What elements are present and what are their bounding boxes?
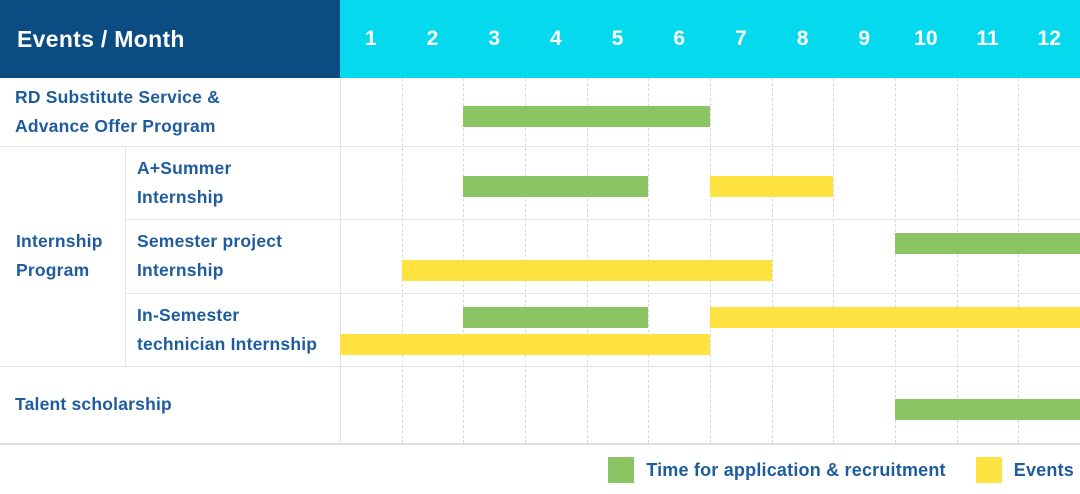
month-label-2: 2 [426,27,439,50]
gantt-bar-time-for-application [895,398,1080,420]
month-label-4: 4 [550,27,562,50]
row-divider [125,293,1080,294]
gantt-bar-time-for-application [895,232,1080,254]
gantt-bar-events [340,333,710,355]
legend-label-events: Events [1013,459,1074,480]
row-label-semester-project-internship: Semester project Internship [137,219,332,293]
row-divider [125,219,1080,220]
row-divider [0,146,1080,147]
group-label-internship-program: Internship Program [16,146,116,366]
row-label-talent-scholarship: Talent scholarship [15,366,330,443]
row-label-line: In-Semester [137,304,240,325]
month-label-1: 1 [364,27,377,50]
row-label-line: Talent scholarship [15,394,172,414]
row-label-rd-substitute-service: RD Substitute Service & Advance Offer Pro… [15,78,330,146]
gantt-bar-events [710,306,1080,328]
legend-item-time-for-application: Time for application & recruitment [608,457,946,483]
row-label-line: Internship [137,260,224,280]
month-gridline [956,78,958,443]
row-label-line: technician Internship [137,333,318,354]
legend-swatch-events [975,457,1002,483]
table-header-title: Events / Month [17,25,185,52]
month-gridline [895,78,896,443]
month-gridline [771,78,773,443]
gantt-bar-events [710,176,834,198]
month-label-5: 5 [611,27,624,50]
month-gridline [1018,78,1020,443]
gantt-bar-time-for-application [463,105,710,127]
row-divider [0,366,1080,367]
month-label-8: 8 [796,27,809,50]
label-column-divider [340,78,341,443]
legend-label-time-for-application: Time for application & recruitment [646,459,946,480]
row-label-line: Internship [137,186,224,207]
row-label-line: Advance Offer Program [15,116,216,136]
month-header-row: 1 2 3 4 5 6 7 8 9 10 11 12 [340,0,1080,78]
month-label-11: 11 [976,27,999,50]
month-label-9: 9 [858,27,871,50]
gantt-bar-time-for-application [463,176,649,198]
row-label-a-plus-summer-internship: A+Summer Internship [137,146,332,219]
month-label-6: 6 [673,27,686,50]
row-label-in-semester-technician-internship: In-Semester technician Internship [137,293,332,366]
row-label-line: RD Substitute Service & [15,87,220,107]
legend: Time for application & recruitment Events [608,450,1074,490]
month-label-12: 12 [1037,27,1061,50]
month-label-3: 3 [488,27,501,50]
gantt-bar-time-for-application [463,306,649,328]
gantt-bar-events [401,260,772,282]
month-label-7: 7 [735,27,747,50]
month-gridline [833,78,835,443]
month-label-10: 10 [914,27,938,50]
row-divider [0,443,1080,445]
row-label-line: Semester project [137,231,283,251]
group-column-divider [125,146,126,366]
row-label-line: A+Summer [137,157,232,178]
group-label-line: Program [16,260,90,280]
legend-swatch-time-for-application [608,457,635,483]
table-header-cell: Events / Month [0,0,340,78]
legend-item-events: Events [975,457,1074,483]
group-label-line: Internship [16,231,103,251]
